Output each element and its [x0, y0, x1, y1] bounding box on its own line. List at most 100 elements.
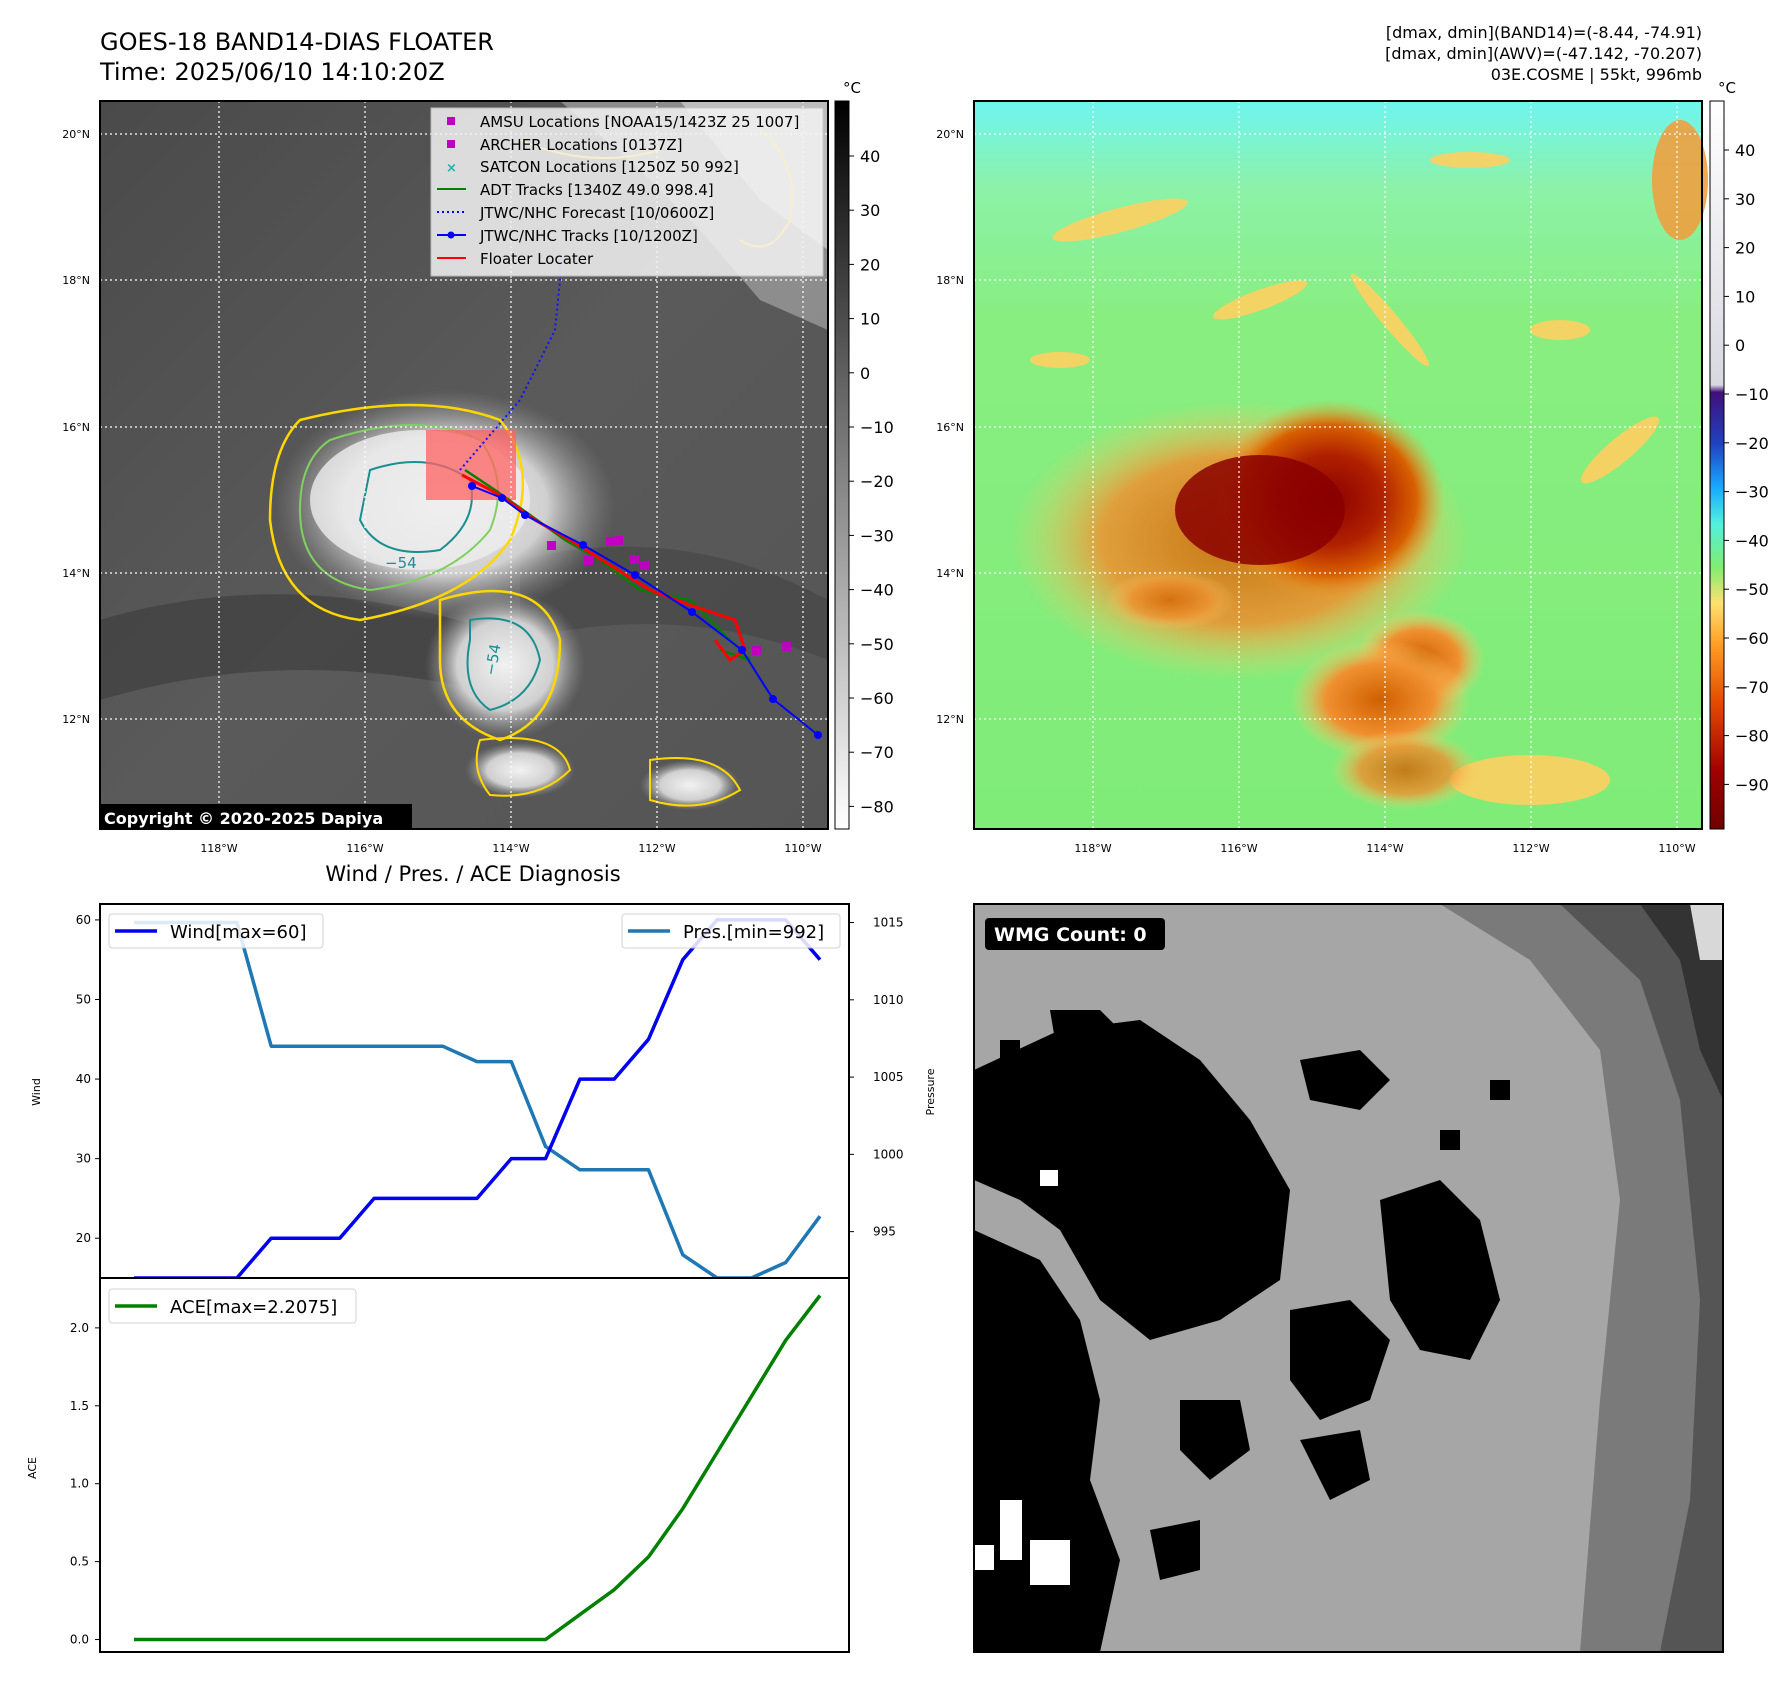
ir-colorbar: °C 40 30 20 10 0 −10 −20 −30 −40 −50 −60 −70 −80 [834, 79, 894, 830]
svg-text:°C: °C [843, 79, 861, 97]
awv-colorbar-tick-label: −80 [1735, 727, 1769, 746]
ace-panel: 2.0 1.5 1.0 0.5 0.0 ACE ACE[max=2.2075] [26, 1277, 850, 1653]
svg-text:116°W: 116°W [1220, 842, 1257, 855]
svg-text:°C: °C [1718, 79, 1736, 97]
awv-colorbar-tick-label: −50 [1735, 580, 1769, 599]
svg-text:20°N: 20°N [62, 128, 90, 141]
pressure-tick-label: 1010 [873, 993, 904, 1007]
pressure-axis-label: Pressure [924, 1068, 937, 1115]
wind-tick-label: 50 [76, 992, 91, 1006]
awv-colorbar-tick-label: −70 [1735, 678, 1769, 697]
wmg-count-label: WMG Count: 0 [994, 924, 1147, 946]
svg-text:12°N: 12°N [936, 713, 964, 726]
ir-colorbar-tick-label: −40 [860, 581, 894, 600]
contour-label-2: −54 [481, 642, 504, 676]
pressure-tick-label: 1005 [873, 1070, 904, 1084]
storm-info: 03E.COSME | 55kt, 996mb [1491, 65, 1702, 84]
ir-colorbar-tick-label: 0 [860, 364, 870, 383]
pressure-tick-label: 995 [873, 1225, 896, 1239]
legend-amsu: AMSU Locations [NOAA15/1423Z 25 1007] [480, 113, 799, 131]
awv-colorbar-tick-label: −30 [1735, 483, 1769, 502]
svg-text:114°W: 114°W [492, 842, 529, 855]
awv-lon-labels: 118°W 116°W 114°W 112°W 110°W [1074, 842, 1695, 855]
svg-text:112°W: 112°W [1512, 842, 1549, 855]
ace-legend: ACE[max=2.2075] [108, 1288, 357, 1324]
ace-tick-label: 2.0 [70, 1321, 89, 1335]
svg-text:118°W: 118°W [1074, 842, 1111, 855]
ir-colorbar-tick-label: −10 [860, 418, 894, 437]
figure-title: GOES-18 BAND14-DIAS FLOATER [100, 28, 494, 56]
ir-lon-labels: 118°W 116°W 114°W 112°W 110°W [200, 842, 821, 855]
ir-colorbar-tick-label: −30 [860, 526, 894, 545]
ir-colorbar-tick-label: −50 [860, 635, 894, 654]
svg-text:112°W: 112°W [638, 842, 675, 855]
awv-colorbar-tick-label: −40 [1735, 531, 1769, 550]
copyright-label: Copyright © 2020-2025 Dapiya [104, 809, 383, 828]
awv-colorbar-tick-label: 10 [1735, 287, 1755, 306]
ir-colorbar-tick-label: −70 [860, 743, 894, 762]
awv-lat-labels: 20°N 18°N 16°N 14°N 12°N [936, 128, 964, 726]
ir-colorbar-tick-label: 20 [860, 255, 880, 274]
ir-colorbar-tick-label: 40 [860, 147, 880, 166]
pressure-series-line [134, 920, 822, 1280]
ir-colorbar-tick-label: −80 [860, 797, 894, 816]
legend-floater: Floater Locater [480, 250, 594, 268]
awv-colorbar-tick-label: 30 [1735, 190, 1755, 209]
awv-colorbar-tick-label: −10 [1735, 385, 1769, 404]
amsu-markers [547, 536, 791, 655]
svg-text:Pres.[min=992]: Pres.[min=992] [683, 922, 824, 943]
svg-text:14°N: 14°N [936, 567, 964, 580]
awv-colorbar-tick-label: 40 [1735, 141, 1755, 160]
legend-jtwc-tracks: JTWC/NHC Tracks [10/1200Z] [479, 227, 698, 245]
svg-text:110°W: 110°W [784, 842, 821, 855]
ir-legend: AMSU Locations [NOAA15/1423Z 25 1007] AR… [430, 107, 824, 277]
legend-satcon: SATCON Locations [1250Z 50 992] [480, 158, 739, 176]
ir-lat-labels: 20°N 18°N 16°N 14°N 12°N [62, 128, 90, 726]
svg-text:118°W: 118°W [200, 842, 237, 855]
wind-axis-label: Wind [30, 1078, 43, 1106]
contour-label-1: −54 [385, 554, 417, 572]
ace-axis-label: ACE [26, 1457, 39, 1479]
legend-adt: ADT Tracks [1340Z 49.0 998.4] [480, 181, 714, 199]
svg-text:18°N: 18°N [936, 274, 964, 287]
svg-text:116°W: 116°W [346, 842, 383, 855]
ir-colorbar-tick-label: −60 [860, 689, 894, 708]
awv-colorbar-tick-label: −90 [1735, 775, 1769, 794]
svg-text:20°N: 20°N [936, 128, 964, 141]
svg-text:14°N: 14°N [62, 567, 90, 580]
awv-colorbar-tick-label: −20 [1735, 434, 1769, 453]
stats-band14: [dmax, dmin](BAND14)=(-8.44, -74.91) [1386, 23, 1702, 42]
awv-colorbar-tick-label: −60 [1735, 629, 1769, 648]
svg-text:12°N: 12°N [62, 713, 90, 726]
wind-pressure-panel: 60 50 40 30 20 1015 1010 1005 1000 995 Wind Pres… [30, 903, 937, 1280]
awv-map [973, 100, 1708, 830]
awv-colorbar-tick-label: 20 [1735, 239, 1755, 258]
wind-tick-label: 20 [76, 1231, 91, 1245]
awv-gridlines [974, 101, 1702, 829]
ir-colorbar-tick-label: 10 [860, 310, 880, 329]
ir-colorbar-tick-label: 30 [860, 201, 880, 220]
ir-colorbar-tick-label: −20 [860, 472, 894, 491]
svg-text:114°W: 114°W [1366, 842, 1403, 855]
awv-colorbar-tick-label: 0 [1735, 336, 1745, 355]
svg-text:16°N: 16°N [62, 421, 90, 434]
svg-text:18°N: 18°N [62, 274, 90, 287]
legend-jtwc-forecast: JTWC/NHC Forecast [10/0600Z] [479, 204, 714, 222]
diagnosis-title: Wind / Pres. / ACE Diagnosis [325, 862, 620, 886]
ace-tick-label: 0.5 [70, 1555, 89, 1569]
jtwc-track-points [468, 482, 822, 739]
stats-awv: [dmax, dmin](AWV)=(-47.142, -70.207) [1385, 44, 1702, 63]
svg-text:ACE[max=2.2075]: ACE[max=2.2075] [170, 1297, 337, 1318]
svg-text:×: × [446, 161, 457, 176]
ace-tick-label: 1.5 [70, 1399, 89, 1413]
figure-time: Time: 2025/06/10 14:10:20Z [99, 58, 445, 86]
ace-tick-label: 0.0 [70, 1633, 89, 1647]
ace-tick-label: 1.0 [70, 1477, 89, 1491]
pres-legend: Pres.[min=992] [621, 913, 841, 949]
pressure-tick-label: 1015 [873, 916, 904, 930]
wind-legend: Wind[max=60] [108, 913, 324, 949]
wind-tick-label: 60 [76, 913, 91, 927]
ace-series-line [134, 1294, 822, 1642]
wind-tick-label: 30 [76, 1152, 91, 1166]
